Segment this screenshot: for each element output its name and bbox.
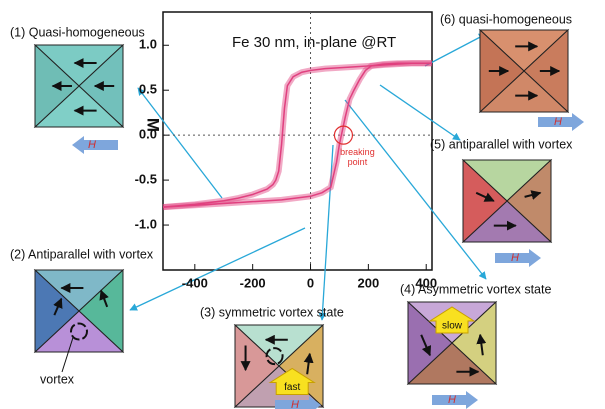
figure: Fe 30 nm, in-plane @RT M -400-2000200400… xyxy=(0,0,605,409)
speed-label: fast xyxy=(284,382,300,393)
panel-label: (6) quasi-homogeneous xyxy=(440,12,572,26)
field-label: H xyxy=(511,252,519,264)
panel-label: (4) Asymmetric vortex state xyxy=(400,282,551,296)
panel: (6) quasi-homogeneous H xyxy=(440,12,584,131)
y-tick-label: -1.0 xyxy=(135,216,157,231)
panel-label: (5) antiparallel with vortex xyxy=(430,137,573,151)
y-tick-label: 0.5 xyxy=(139,82,157,97)
annotation-line: point xyxy=(348,158,368,168)
panel: (5) antiparallel with vortex H xyxy=(430,137,573,267)
panel-label: (1) Quasi-homogeneous xyxy=(10,25,145,39)
panel: (4) Asymmetric vortex state slow H xyxy=(400,282,551,409)
y-tick-label: -0.5 xyxy=(135,172,157,187)
field-label: H xyxy=(291,399,299,409)
annotation-line: breaking xyxy=(340,148,375,158)
y-tick-label: 0.0 xyxy=(139,127,157,142)
x-tick-label: 200 xyxy=(358,275,380,290)
x-tick-label: -400 xyxy=(182,275,208,290)
panel: (3) symmetric vortex state fast H xyxy=(200,305,344,409)
speed-label: slow xyxy=(442,321,463,332)
chart-title: Fe 30 nm, in-plane @RT xyxy=(232,34,396,51)
x-tick-label: 0 xyxy=(307,275,314,290)
panel: (1) Quasi-homogeneous H xyxy=(10,25,145,154)
panel-label: (2) Antiparallel with vortex xyxy=(10,247,154,261)
field-label: H xyxy=(448,394,456,406)
field-label: H xyxy=(554,116,562,128)
x-tick-label: -200 xyxy=(240,275,266,290)
panel: (2) Antiparallel with vortex vortex xyxy=(10,247,154,386)
vortex-label: vortex xyxy=(40,372,75,386)
field-label: H xyxy=(88,139,96,151)
panel-label: (3) symmetric vortex state xyxy=(200,305,344,319)
